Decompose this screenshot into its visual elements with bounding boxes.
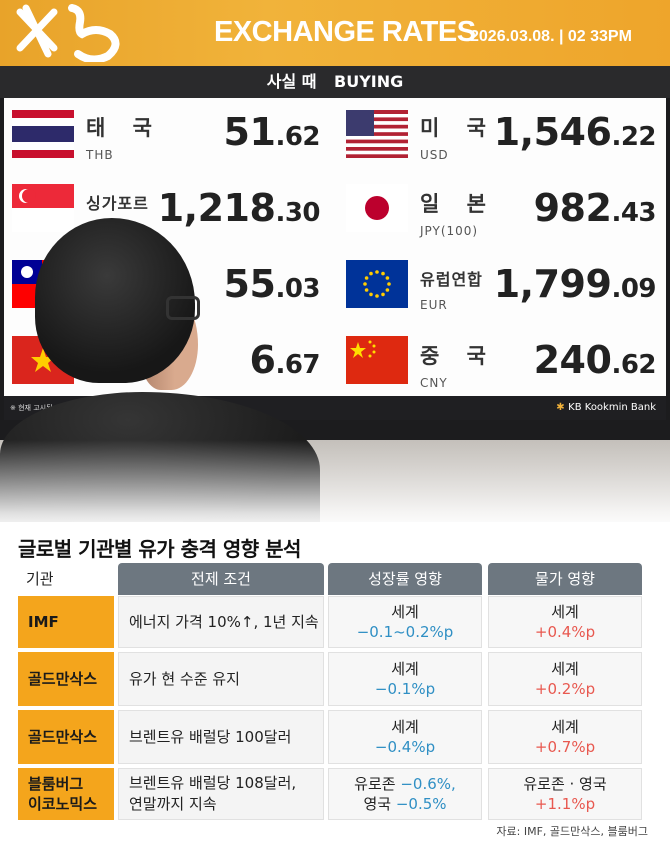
board-datetime: 2026.03.08. | 02 33PM [470, 28, 632, 45]
header-growth: 성장률 영향 [328, 563, 482, 595]
org-cell: 골드만삭스 [18, 652, 114, 706]
source-note: 자료: IMF, 골드만삭스, 블룸버그 [496, 825, 648, 838]
header-price: 물가 영향 [488, 563, 642, 595]
kb-logo [16, 4, 120, 62]
eu-flag-icon [346, 260, 408, 308]
condition-cell: 유가 현 수준 유지 [118, 652, 324, 706]
exchange-board-photo: EXCHANGE RATES 2026.03.08. | 02 33PM 사실 … [0, 0, 670, 522]
usa-flag-icon [346, 110, 408, 158]
rate-eur: 1,799.09 [493, 262, 657, 306]
country-name-eu: 유럽연합 [420, 270, 483, 289]
buying-label-en: BUYING [334, 72, 404, 91]
condition-cell: 브렌트유 배럴당 100달러 [118, 710, 324, 764]
rate-sgd: 1,218.30 [157, 186, 321, 230]
rate-vnd: 6.67 [249, 338, 320, 382]
price-cell: 세계 +0.2%p [488, 652, 642, 706]
rate-usd: 1,546.22 [493, 110, 657, 154]
country-name-thailand: 태 국 [86, 116, 162, 140]
bank-name: ✱ KB Kookmin Bank [556, 402, 656, 413]
rate-jpy: 982.43 [533, 186, 657, 230]
rate-thb: 51.62 [223, 110, 321, 154]
growth-cell: 유로존 −0.6%, 영국 −0.5% [328, 768, 482, 820]
rate-cny: 240.62 [533, 338, 657, 382]
org-cell: 골드만삭스 [18, 710, 114, 764]
currency-code-thb: THB [86, 148, 114, 162]
currency-code-jpy: JPY(100) [420, 224, 479, 238]
country-name-japan: 일 본 [420, 192, 496, 216]
growth-cell: 세계 −0.1~0.2%p [328, 596, 482, 648]
person-glasses [166, 296, 200, 320]
buying-label-ko: 사실 때 [266, 72, 317, 91]
condition-cell: 브렌트유 배럴당 108달러, 연말까지 지속 [118, 768, 324, 820]
rate-twd: 55.03 [223, 262, 321, 306]
price-cell: 세계 +0.4%p [488, 596, 642, 648]
growth-cell: 세계 −0.1%p [328, 652, 482, 706]
japan-flag-icon [346, 184, 408, 232]
condition-cell: 에너지 가격 10%↑, 1년 지속 [118, 596, 324, 648]
org-cell: 블룸버그 이코노믹스 [18, 768, 114, 820]
china-flag-icon [346, 336, 408, 384]
growth-cell: 세계 −0.4%p [328, 710, 482, 764]
board-subheader: 사실 때 BUYING [0, 66, 670, 98]
board-header: EXCHANGE RATES 2026.03.08. | 02 33PM [0, 0, 670, 66]
thailand-flag-icon [12, 110, 74, 158]
currency-code-usd: USD [420, 148, 449, 162]
org-cell: IMF [18, 596, 114, 648]
price-cell: 세계 +0.7%p [488, 710, 642, 764]
header-org: 기관 [26, 570, 54, 588]
table-title: 글로벌 기관별 유가 충격 영향 분석 [18, 537, 301, 561]
photo-fade [0, 440, 670, 522]
country-name-china: 중 국 [420, 344, 496, 368]
header-condition: 전제 조건 [118, 563, 324, 595]
singapore-flag-icon [12, 184, 74, 232]
price-cell: 유로존 · 영국 +1.1%p [488, 768, 642, 820]
currency-code-eur: EUR [420, 298, 448, 312]
country-name-singapore: 싱가포르 [86, 194, 149, 213]
board-title: EXCHANGE RATES [214, 16, 476, 48]
country-name-usa: 미 국 [420, 116, 496, 140]
currency-code-cny: CNY [420, 376, 448, 390]
